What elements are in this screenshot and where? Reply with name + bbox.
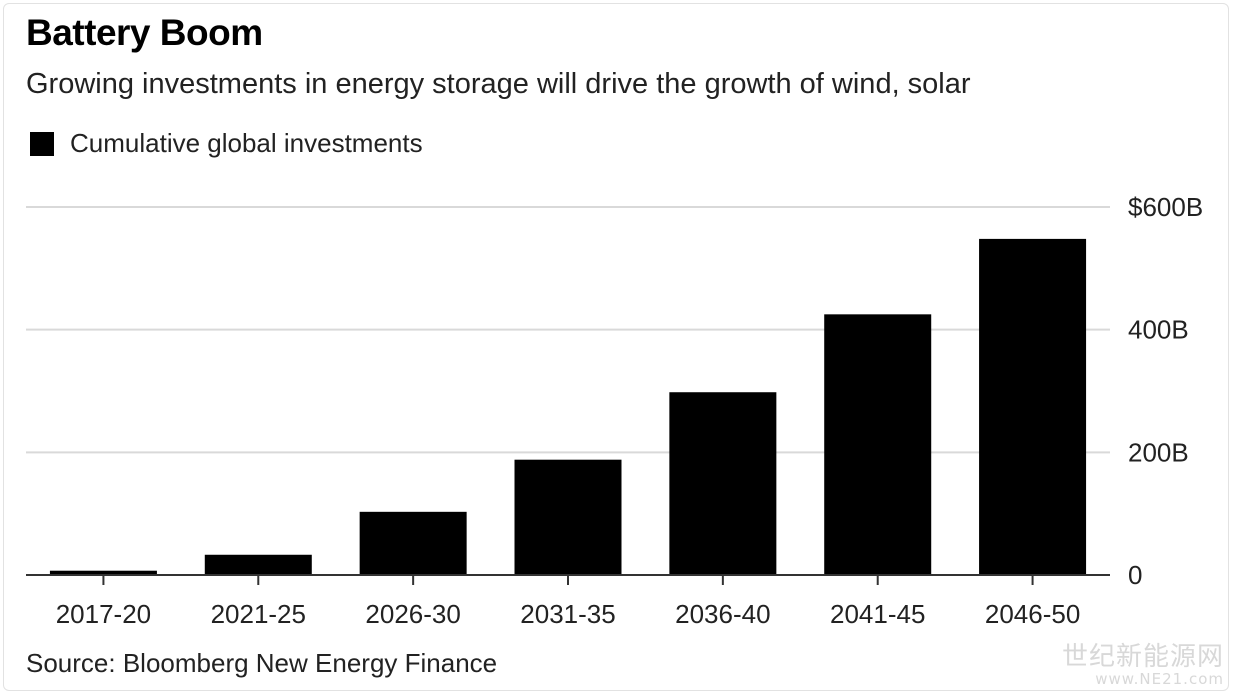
watermark-text: 世纪新能源网: [1061, 642, 1224, 672]
x-tick-label: 2026-30: [365, 599, 460, 629]
bar: [359, 511, 467, 575]
legend-swatch: [30, 131, 54, 156]
bar: [824, 314, 932, 575]
bar: [669, 392, 777, 575]
x-tick-label: 2017-20: [56, 599, 151, 629]
bar: [979, 238, 1087, 576]
bar: [204, 554, 312, 575]
y-tick-label: 400B: [1128, 315, 1189, 345]
legend: Cumulative global investments: [30, 128, 423, 159]
x-tick-label: 2021-25: [211, 599, 306, 629]
y-tick-label: 200B: [1128, 437, 1189, 467]
y-tick-label: $600B: [1128, 192, 1203, 222]
bar: [49, 570, 157, 575]
chart-subtitle: Growing investments in energy storage wi…: [26, 68, 971, 100]
watermark-url: www.NE21.com: [1095, 670, 1224, 688]
chart-title: Battery Boom: [26, 12, 263, 53]
bar: [514, 459, 622, 575]
x-tick-label: 2046-50: [985, 599, 1080, 629]
legend-label: Cumulative global investments: [70, 128, 423, 158]
x-tick-label: 2041-45: [830, 599, 925, 629]
x-tick-label: 2031-35: [520, 599, 615, 629]
x-tick-label: 2036-40: [675, 599, 770, 629]
watermark-logo: 世纪新能源网 www.NE21.com: [1062, 644, 1224, 687]
source-note: Source: Bloomberg New Energy Finance: [26, 648, 498, 678]
y-tick-label: 0: [1128, 560, 1142, 590]
